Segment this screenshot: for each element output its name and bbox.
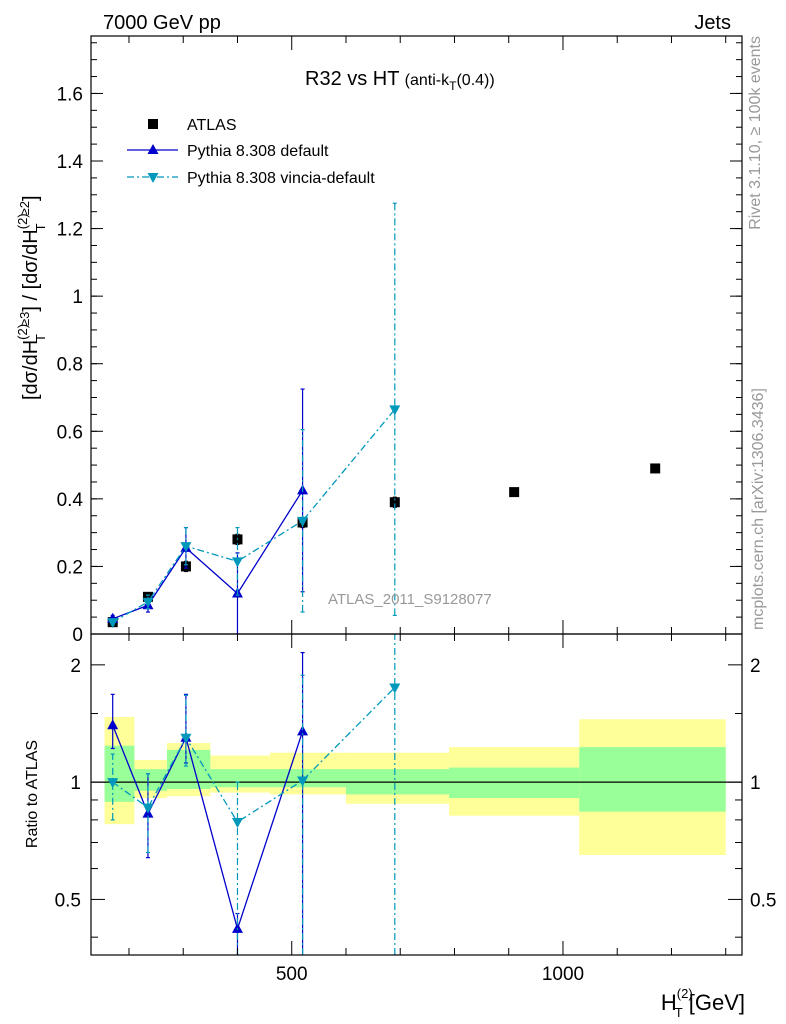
ylabel-mid: ] / [dσ/dH [20, 229, 42, 311]
main-ytick-label: 0.6 [57, 422, 83, 443]
main-ytick-label: 0 [72, 625, 83, 646]
data-point [389, 405, 401, 416]
ratio-ylabel: Ratio to ATLAS [24, 740, 41, 848]
ratio-ytick-label: 0.5 [55, 890, 81, 911]
data-point [107, 618, 119, 629]
ylabel-sup2: (2) [15, 213, 30, 229]
ratio-point [107, 778, 119, 789]
ratio-ytick-label: 2 [70, 656, 81, 677]
ratio-xtick-label: 1000 [542, 964, 584, 985]
main-title: R32 vs HT (anti-kT(0.4)) [305, 68, 495, 93]
ratio-ytick-label-right: 0.5 [750, 890, 776, 911]
x-label-main: H [661, 990, 677, 1015]
main-title-text: R32 vs HT [305, 68, 399, 90]
header-left: 7000 GeV pp [103, 12, 221, 34]
data-point [231, 557, 243, 568]
ratio-ytick-label-right: 1 [750, 773, 761, 794]
x-label-sub: T [675, 1005, 683, 1020]
main-ylabel: [dσ/dH(2) T≥3] / [dσ/dH(2) T≥2] [15, 195, 48, 400]
uncertainty-band-green [449, 767, 580, 799]
legend-marker [147, 173, 159, 183]
mcplots-label: mcplots.cern.ch [arXiv:1306.3436] [750, 388, 767, 630]
legend-label: ATLAS [187, 117, 237, 134]
ratio-point [231, 922, 243, 933]
ylabel-p1: [dσ/dH [20, 340, 42, 400]
main-ytick-label: 1.4 [57, 152, 84, 173]
ratio-point [180, 733, 192, 744]
ratio-point [297, 725, 309, 736]
main-ytick-label: 0.2 [57, 557, 83, 578]
uncertainty-band-green [134, 769, 167, 791]
main-title-sub-index: T [449, 79, 457, 93]
ratio-point [231, 818, 243, 829]
ylabel-sub1: T [33, 334, 48, 342]
ylabel-sub1b: ≥3 [17, 312, 32, 326]
legend: ATLAS Pythia 8.308 default Pythia 8.308 vi… [127, 117, 375, 187]
uncertainty-band-green [104, 745, 135, 802]
ratio-frame [90, 633, 743, 956]
ratio-series-0 [107, 652, 309, 955]
ratio-series-group [91, 634, 742, 955]
data-point [509, 487, 520, 498]
uncertainty-band-green [166, 749, 211, 790]
ratio-point [297, 776, 309, 787]
ylabel-sub2: T [33, 223, 48, 231]
ratio-xtick-label: 500 [276, 964, 308, 985]
ratio-ytick-label-right: 2 [750, 656, 761, 677]
analysis-id: ATLAS_2011_S9128077 [328, 591, 492, 608]
legend-marker [148, 119, 158, 129]
main-ytick-label: 1 [72, 287, 83, 308]
ratio-panel: 0.5 0.5 1 1 2 2 500 1000 [55, 633, 776, 985]
legend-label: Pythia 8.308 vincia-default [187, 170, 375, 187]
main-ytick-label: 1.6 [57, 84, 83, 105]
ratio-point [389, 683, 401, 694]
main-title-sub: (anti-kT(0.4)) [405, 72, 495, 93]
main-title-sub-open: (anti-k [405, 72, 450, 89]
header-right: Jets [694, 12, 731, 34]
x-label-sup: (2) [677, 986, 693, 1001]
uncertainty-band-green [270, 769, 346, 788]
x-label-unit: [GeV] [683, 990, 745, 1015]
ratio-series-1 [107, 634, 401, 955]
data-point [297, 516, 309, 527]
main-ytick-label: 0.4 [57, 490, 84, 511]
ratio-ytick-label: 1 [70, 773, 81, 794]
ratio-point [142, 803, 154, 814]
data-point [142, 597, 154, 608]
main-title-sub-close: (0.4)) [456, 72, 494, 89]
main-ytick-label: 0.8 [57, 355, 83, 376]
ratio-line [112, 686, 396, 823]
ylabel-sup1: (2) [15, 324, 30, 340]
rivet-label: Rivet 3.1.10, ≥ 100k events [747, 36, 764, 230]
legend-marker [147, 144, 159, 154]
series-2 [107, 202, 401, 629]
data-point [389, 497, 400, 508]
data-point [650, 463, 661, 474]
legend-label: Pythia 8.308 default [187, 143, 329, 160]
ylabel-sub2b: ≥2 [17, 201, 32, 215]
series-line [112, 490, 304, 620]
data-point [180, 542, 192, 553]
series-line [112, 408, 396, 623]
series-1 [107, 388, 309, 634]
main-panel: 0 0.2 0.4 0.6 0.8 1 1.2 1.4 1.6 ATLAS Pythia 8.308… [57, 35, 743, 646]
ylabel-end: ] [20, 195, 42, 201]
uncertainty-band-green [579, 747, 726, 812]
ratio-point [107, 719, 119, 730]
main-ytick-label: 1.2 [57, 220, 83, 241]
main-series-group [107, 202, 661, 634]
uncertainty-band-green [210, 769, 271, 788]
x-axis-label: H(2) T [GeV] [661, 986, 745, 1020]
